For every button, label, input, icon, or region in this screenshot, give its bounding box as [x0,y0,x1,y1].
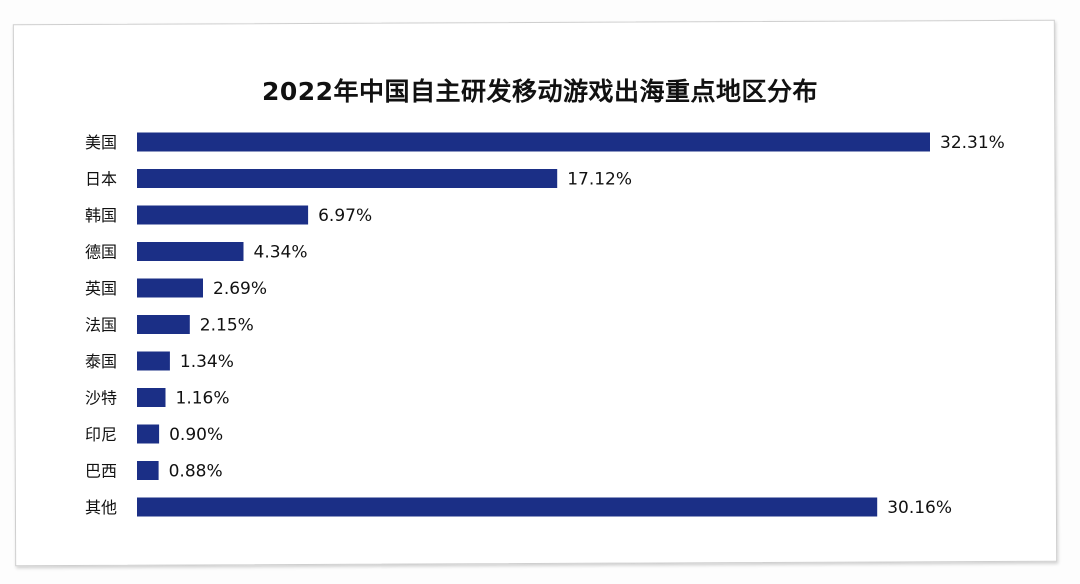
value-label: 17.12% [567,170,632,190]
bar [137,388,166,407]
value-label: 32.31% [940,133,1005,153]
category-label: 法国 [85,316,117,335]
value-label: 0.90% [169,425,223,445]
value-label: 2.69% [213,279,267,299]
category-label: 英国 [85,279,117,298]
value-label: 30.16% [887,498,952,518]
category-label: 韩国 [85,206,117,225]
chart-title: 2022年中国自主研发移动游戏出海重点地区分布 [261,77,819,106]
value-label: 0.88% [169,462,223,482]
value-label: 6.97% [318,206,372,226]
category-label: 印尼 [85,425,117,444]
bar [137,242,244,261]
category-label: 美国 [85,133,117,152]
category-label: 沙特 [85,389,117,408]
category-label: 德国 [85,243,117,262]
value-label: 1.16% [176,389,230,409]
bar [137,351,170,371]
bar [137,461,159,480]
value-label: 4.34% [254,243,308,263]
bar [137,132,930,152]
value-label: 2.15% [200,316,254,336]
category-label: 日本 [85,170,117,189]
bar [137,278,203,298]
bar [137,205,309,225]
bar [137,424,160,444]
category-label: 其他 [85,498,117,517]
bar [137,497,878,517]
category-label: 泰国 [85,352,117,371]
bar [137,315,190,334]
bar [137,169,558,188]
value-label: 1.34% [180,352,234,372]
category-label: 巴西 [85,462,117,481]
